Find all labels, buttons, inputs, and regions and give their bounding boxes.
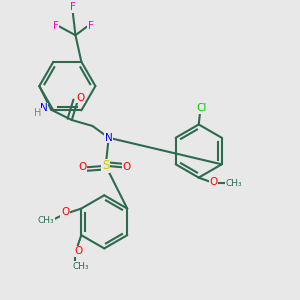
Text: F: F (53, 21, 58, 32)
Text: O: O (75, 246, 83, 256)
Text: Cl: Cl (196, 103, 207, 113)
Text: O: O (122, 162, 130, 172)
Text: O: O (76, 93, 85, 103)
Text: H: H (34, 108, 41, 118)
Text: F: F (70, 2, 76, 12)
Text: O: O (78, 162, 86, 172)
Text: O: O (209, 177, 217, 187)
Text: CH₃: CH₃ (38, 216, 54, 225)
Text: N: N (40, 103, 48, 113)
Text: CH₃: CH₃ (225, 179, 242, 188)
Text: CH₃: CH₃ (73, 262, 90, 271)
Text: F: F (88, 21, 94, 32)
Text: O: O (61, 207, 69, 217)
Text: N: N (105, 133, 112, 143)
Text: S: S (102, 159, 110, 172)
